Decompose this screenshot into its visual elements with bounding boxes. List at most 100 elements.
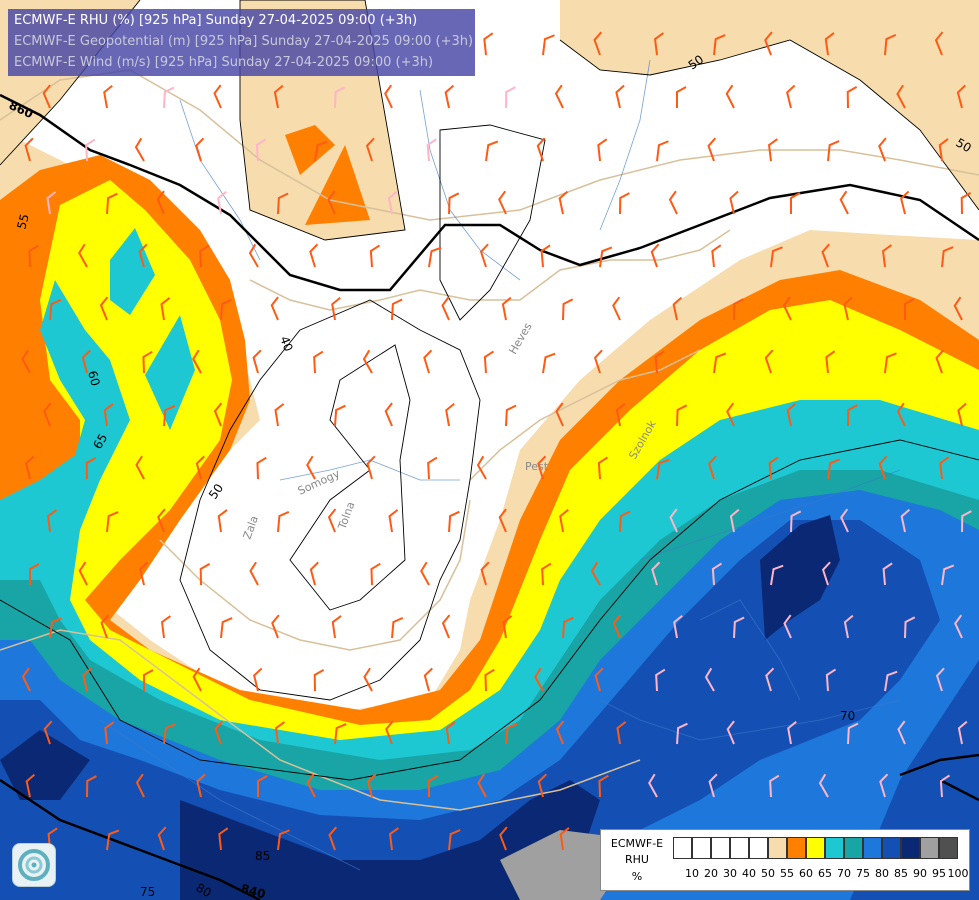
wind-barb [195, 455, 205, 480]
wind-barb [43, 402, 52, 427]
wind-barb [448, 192, 460, 215]
legend-tick: 30 [723, 867, 737, 880]
rhu-label-55: 55 [14, 212, 31, 230]
wind-barb [884, 352, 897, 374]
wind-barb [555, 402, 564, 427]
wind-barb [81, 349, 91, 374]
legend-tick: 50 [761, 867, 775, 880]
wind-barb [134, 137, 145, 162]
wind-barb [427, 456, 438, 480]
wind-barb [444, 84, 455, 109]
wind-barb [676, 404, 688, 427]
wind-barb [726, 402, 735, 427]
wind-barb [881, 244, 892, 268]
wind-barb [160, 615, 171, 639]
wind-barb [445, 721, 456, 745]
wind-barb [199, 244, 210, 268]
wind-barb [612, 296, 621, 321]
wind-barb [331, 296, 341, 321]
wind-barb [78, 561, 88, 586]
logo-swirl-icon [18, 849, 50, 881]
legend-swatch [749, 837, 768, 859]
wind-barb [938, 138, 949, 162]
wind-barb [160, 297, 171, 321]
wind-barb [827, 140, 840, 162]
wind-barb [420, 561, 430, 586]
wind-barb [941, 564, 955, 586]
wind-barb [904, 616, 916, 639]
legend-swatch [939, 837, 958, 859]
wind-barb [385, 720, 394, 745]
wind-barb [192, 667, 202, 692]
wind-barb [939, 774, 951, 798]
wind-barb [306, 773, 316, 798]
wind-barb [483, 350, 495, 374]
wind-barb [445, 402, 455, 427]
wind-barb [163, 86, 175, 109]
wind-barb [85, 138, 96, 162]
wind-barb [334, 86, 346, 109]
wind-barb [676, 722, 688, 745]
wind-barb [840, 508, 849, 533]
wind-barb [369, 244, 381, 268]
wind-barb [790, 192, 801, 214]
rhu-band-90-95 [500, 830, 620, 900]
legend-swatch [901, 837, 920, 859]
wind-barb [505, 722, 518, 745]
wind-barb [884, 670, 898, 692]
wind-barb [769, 774, 780, 798]
rhu-label-70: 70 [840, 709, 855, 723]
wind-barb [878, 455, 888, 480]
wind-barb [334, 723, 347, 745]
wind-barb [542, 352, 556, 374]
wind-barb [713, 34, 726, 56]
legend-unit: % [631, 870, 643, 883]
wind-barb [370, 562, 381, 586]
rhu-label-50-e: 50 [954, 135, 974, 155]
wind-barb [541, 562, 552, 586]
legend-swatch [673, 837, 692, 859]
wind-barb [615, 84, 625, 109]
wind-barb [668, 190, 678, 215]
wind-barb [448, 829, 461, 851]
wind-barb [100, 614, 110, 639]
wind-barb [135, 773, 145, 798]
wind-barb [733, 298, 744, 321]
wind-barb [941, 246, 954, 268]
wind-barb [28, 244, 39, 268]
wind-barb [655, 668, 666, 692]
wind-barb [46, 191, 57, 215]
wind-barb [593, 31, 603, 56]
wind-barb [764, 349, 774, 374]
wind-barb [441, 296, 450, 321]
wind-barb [365, 137, 375, 162]
wind-barb [612, 614, 621, 639]
legend-tick: 10 [685, 867, 699, 880]
wind-barb [217, 190, 227, 215]
wind-barb [498, 508, 507, 533]
legend-tick: 90 [913, 867, 927, 880]
legend-tick: 60 [799, 867, 813, 880]
wind-barb [25, 773, 36, 798]
wind-barb [882, 562, 893, 586]
wind-barb [157, 826, 167, 851]
wind-barb [270, 296, 279, 321]
wind-barb [957, 720, 968, 745]
wind-barb [733, 616, 745, 639]
wind-barb [562, 298, 574, 321]
wind-barb [786, 402, 797, 427]
wind-barb [648, 773, 658, 798]
wind-barb [157, 508, 166, 533]
wind-barb [139, 561, 149, 586]
wind-barb [21, 667, 31, 692]
wind-barb [196, 773, 206, 798]
wind-barb [274, 403, 285, 427]
wind-barb [309, 243, 319, 268]
wind-barb [485, 140, 499, 162]
wind-barb [783, 614, 792, 639]
wind-barb [767, 138, 778, 162]
contour-labels: 860 840 50 50 55 60 65 50 40 70 75 80 85 [7, 52, 974, 900]
wind-barb [768, 456, 779, 480]
wind-barb [765, 667, 775, 692]
